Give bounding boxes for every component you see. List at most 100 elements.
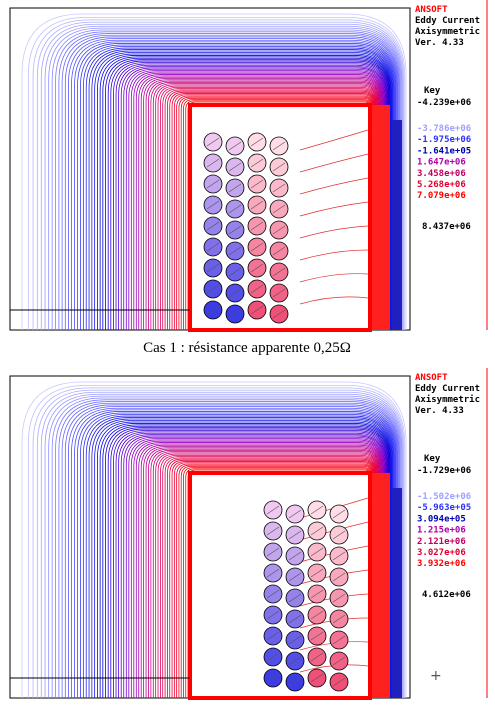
- software-name: ANSOFT: [415, 5, 448, 15]
- field-line: [180, 98, 374, 330]
- key-level: 2.121e+06: [417, 537, 466, 547]
- field-line: [110, 60, 389, 330]
- key-level: 3.027e+06: [417, 548, 466, 558]
- field-line: [145, 447, 381, 698]
- coil-hatch: [228, 309, 242, 319]
- coil-hatch: [272, 288, 286, 298]
- field-line: [173, 462, 376, 698]
- coil-hatch: [332, 593, 346, 603]
- field-line: [96, 421, 391, 698]
- coil-hatch: [332, 656, 346, 666]
- field-line: [115, 431, 388, 698]
- field-line: [178, 96, 375, 330]
- field-line: [148, 448, 381, 698]
- cursor-marker: +: [430, 668, 442, 684]
- field-line: [85, 415, 394, 698]
- key-level: -3.786e+06: [417, 124, 471, 134]
- field-line: [125, 68, 386, 330]
- field-line: [107, 427, 389, 698]
- key-level: 3.458e+06: [417, 169, 466, 179]
- field-line: [32, 387, 405, 698]
- field-line: [120, 434, 387, 698]
- field-line: [94, 420, 392, 698]
- field-line: [140, 76, 382, 330]
- field-line: [74, 409, 396, 698]
- field-line: [36, 389, 404, 698]
- field-line: [130, 439, 385, 698]
- field-line: [123, 435, 386, 698]
- coil-hatch: [266, 673, 280, 683]
- field-line: [140, 444, 382, 698]
- field-line: [155, 84, 380, 330]
- field-line: [40, 391, 403, 698]
- field-line: [123, 67, 386, 330]
- coil-hatch: [206, 158, 220, 168]
- field-line: [58, 401, 399, 698]
- field-line: [299, 177, 369, 195]
- coil-hatch: [206, 200, 220, 210]
- coil-hatch: [310, 673, 324, 683]
- coil-hatch: [228, 267, 242, 277]
- field-line: [150, 81, 381, 330]
- field-line: [152, 83, 380, 330]
- field-line: [64, 404, 398, 698]
- key-min: -1.729e+06: [417, 466, 471, 476]
- field-line: [40, 23, 403, 330]
- field-line: [27, 384, 406, 698]
- field-line: [159, 454, 379, 698]
- coil-hatch: [266, 652, 280, 662]
- coil-hatch: [288, 572, 302, 582]
- coil-hatch: [272, 141, 286, 151]
- field-line: [145, 79, 381, 330]
- coil-hatch: [206, 284, 220, 294]
- field-line: [133, 72, 384, 330]
- field-line: [88, 417, 393, 698]
- field-line: [299, 201, 369, 217]
- field-line: [51, 397, 401, 698]
- coil-hatch: [272, 246, 286, 256]
- field-line: [138, 75, 383, 330]
- field-line: [94, 52, 392, 330]
- coil-hatch: [206, 242, 220, 252]
- field-line: [55, 399, 400, 698]
- coil-hatch: [310, 631, 324, 641]
- field-line: [135, 74, 383, 330]
- coil-hatch: [310, 610, 324, 620]
- field-line: [162, 456, 378, 698]
- coil-hatch: [310, 547, 324, 557]
- field-line: [133, 440, 384, 698]
- coil-hatch: [310, 568, 324, 578]
- field-line: [173, 94, 376, 330]
- key-title: Key: [424, 454, 441, 464]
- coil-hatch: [266, 526, 280, 536]
- coil-hatch: [206, 221, 220, 231]
- coil-hatch: [332, 551, 346, 561]
- field-line: [164, 457, 378, 698]
- coil-hatch: [206, 263, 220, 273]
- field-line: [143, 446, 382, 698]
- field-line: [299, 225, 369, 239]
- field-line: [155, 452, 380, 698]
- coil-hatch: [266, 505, 280, 515]
- plot-header: Axisymmetric: [415, 394, 480, 405]
- coil-hatch: [250, 305, 264, 315]
- field-line: [157, 85, 379, 330]
- field-line: [171, 461, 376, 698]
- coil-hatch: [272, 162, 286, 172]
- coil-hatch: [266, 631, 280, 641]
- coil-hatch: [288, 656, 302, 666]
- coil-hatch: [206, 305, 220, 315]
- field-line: [91, 50, 393, 330]
- coil-hatch: [228, 162, 242, 172]
- field-line: [77, 43, 396, 330]
- coil-hatch: [206, 137, 220, 147]
- caption: Cas 1 : résistance apparente 0,25Ω: [143, 340, 351, 356]
- coil-hatch: [250, 200, 264, 210]
- coil-hatch: [250, 158, 264, 168]
- field-line: [82, 46, 394, 330]
- field-line: [148, 80, 381, 330]
- coil-hatch: [266, 610, 280, 620]
